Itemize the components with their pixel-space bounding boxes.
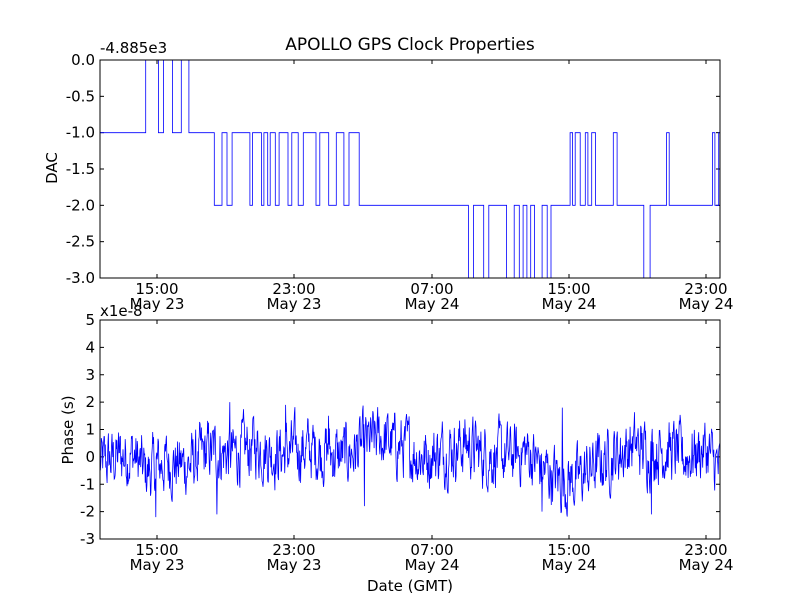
phase-y-tick-label: 3 — [85, 366, 95, 384]
dac-y-tick-label: -2.5 — [66, 233, 95, 251]
dac-y-tick-label: -0.5 — [66, 87, 95, 105]
phase-y-tick-label: 5 — [85, 311, 95, 329]
dac-x-tick-time: 23:00 — [272, 280, 315, 298]
chart-title: APOLLO GPS Clock Properties — [285, 35, 535, 55]
phase-x-tick-time: 07:00 — [410, 541, 453, 559]
dac-ticks: 0.0 -0.5 -1.0 -1.5 -2.0 -2.5 -3.0 — [66, 51, 720, 287]
dac-x-tick-date: May 24 — [405, 295, 460, 313]
dac-x-tick-time: 15:00 — [547, 280, 590, 298]
dac-x-tick-time: 07:00 — [410, 280, 453, 298]
dac-x-tick-date: May 24 — [542, 295, 597, 313]
dac-axes-frame — [99, 59, 721, 279]
phase-x-tick-date: May 24 — [542, 556, 597, 574]
phase-x-tick-date: May 24 — [405, 556, 460, 574]
phase-x-tick-time: 15:00 — [547, 541, 590, 559]
dac-y-tick-label: -1.5 — [66, 160, 95, 178]
phase-offset-label: x1e-8 — [100, 302, 143, 320]
phase-y-tick-label: 0 — [85, 448, 95, 466]
phase-y-tick-label: -3 — [80, 530, 95, 548]
phase-x-tick-time: 15:00 — [135, 541, 178, 559]
phase-x-tick-date: May 23 — [267, 556, 322, 574]
phase-y-tick-label: 2 — [85, 393, 95, 411]
dac-y-tick-label: -2.0 — [66, 196, 95, 214]
phase-x-tick-date: May 23 — [130, 556, 185, 574]
x-axis-label: Date (GMT) — [367, 577, 453, 595]
dac-subplot: -4.885e3 DAC 0.0 -0.5 -1.0 -1.5 -2.0 -2.5 -3.0… — [43, 39, 733, 313]
phase-axes-frame — [99, 319, 721, 540]
phase-y-axis-label: Phase (s) — [59, 395, 77, 464]
phase-y-tick-label: 1 — [85, 421, 95, 439]
phase-y-tick-label: 4 — [85, 338, 95, 356]
phase-x-tick-time: 23:00 — [272, 541, 315, 559]
dac-offset-label: -4.885e3 — [100, 39, 167, 57]
phase-ticks: 5 4 3 2 1 0 -1 -2 -3 — [80, 311, 720, 548]
dac-y-tick-label: 0.0 — [71, 51, 95, 69]
phase-y-tick-label: -2 — [80, 503, 95, 521]
dac-x-tick-date: May 23 — [267, 295, 322, 313]
dac-x-tick-time: 23:00 — [684, 280, 727, 298]
phase-y-tick-label: -1 — [80, 475, 95, 493]
phase-x-tick-date: May 24 — [679, 556, 734, 574]
phase-x-tick-time: 23:00 — [684, 541, 727, 559]
phase-series-line — [99, 402, 721, 518]
dac-x-tick-date: May 24 — [679, 295, 734, 313]
dac-x-tick-time: 15:00 — [135, 280, 178, 298]
dac-y-axis-label: DAC — [43, 152, 61, 184]
dac-y-tick-label: -1.0 — [66, 124, 95, 142]
dac-y-tick-label: -3.0 — [66, 269, 95, 287]
dac-x-tick-date: May 23 — [130, 295, 185, 313]
